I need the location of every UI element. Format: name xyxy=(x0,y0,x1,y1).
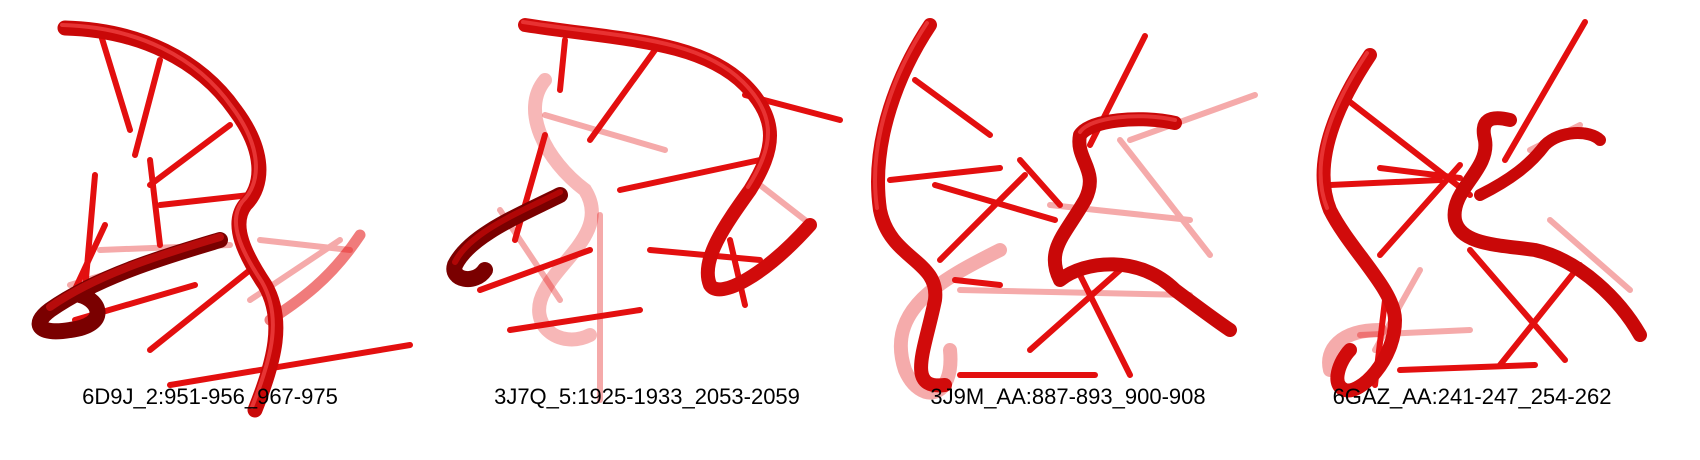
structure-id-label-4: 6GAZ_AA:241-247_254-262 xyxy=(1332,384,1612,409)
backbone xyxy=(31,20,366,418)
back-base-sticks xyxy=(957,92,1258,298)
backbone xyxy=(446,18,817,297)
back-backbone xyxy=(528,73,599,347)
base-sticks xyxy=(1327,19,1588,388)
backbone xyxy=(871,18,1237,393)
backbone xyxy=(1316,48,1647,398)
rna-model-3j7q xyxy=(446,18,843,403)
rna-model-6d9j xyxy=(31,20,413,418)
structure-id-label-2: 3J7Q_5:1925-1933_2053-2059 xyxy=(494,384,800,409)
base-sticks xyxy=(477,37,843,333)
structure-id-label-1: 6D9J_2:951-956_967-975 xyxy=(82,384,338,409)
rna-model-6gaz xyxy=(1316,19,1647,398)
rna-model-3j9m xyxy=(871,18,1258,400)
back-backbone xyxy=(1322,323,1387,377)
structure-id-label-3: 3J9M_AA:887-893_900-908 xyxy=(930,384,1206,409)
